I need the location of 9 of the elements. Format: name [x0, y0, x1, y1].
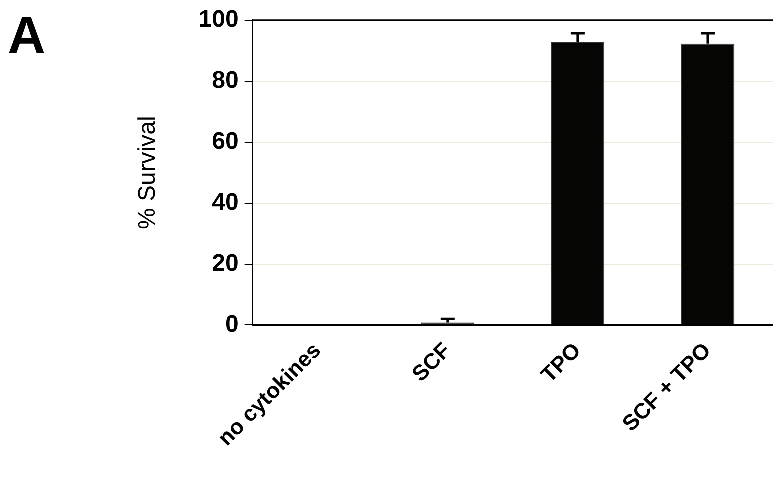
y-tick-label: 100 [198, 6, 239, 34]
chart-title: A [8, 6, 46, 66]
y-tick-label: 40 [212, 188, 239, 216]
y-axis-title: % Survival [134, 116, 162, 230]
y-tick-label: 80 [212, 66, 239, 94]
y-tick-label: 0 [225, 310, 239, 338]
x-tick-label: TPO [536, 338, 586, 388]
y-tick-label: 20 [212, 250, 239, 277]
y-tick-label: 60 [212, 128, 239, 155]
